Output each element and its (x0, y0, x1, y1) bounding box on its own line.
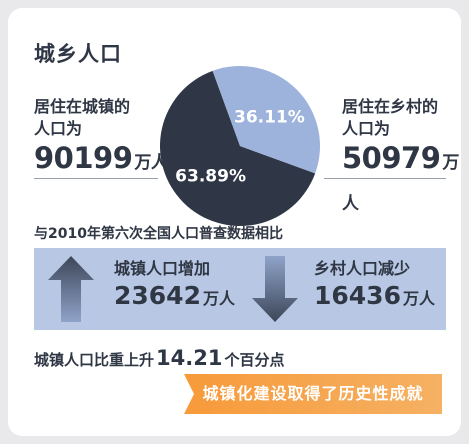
rural-population-value: 50979 (342, 141, 441, 175)
page-title: 城乡人口 (34, 42, 122, 66)
comparison-heading: 与2010年第六次全国人口普查数据相比 (34, 226, 283, 242)
urban-population-value-row: 90199 万人 (34, 140, 168, 181)
rural-label-line2: 人口为 (342, 119, 391, 138)
urban-label-line1: 居住在城镇的 (34, 97, 131, 116)
urban-underline (34, 178, 158, 179)
rural-label-line1: 居住在乡村的 (342, 97, 439, 116)
change-band: 城镇人口增加 23642 万人 乡村人口减少 16436 万人 (34, 248, 446, 330)
rural-population-value-row: 50979 万人 (342, 140, 461, 222)
banner-notch (184, 374, 194, 414)
pie-label-urban: 63.89% (175, 166, 246, 186)
ratio-rise-suffix: 个百分点 (224, 351, 285, 369)
urban-population-stat: 居住在城镇的 人口为 90199 万人 (34, 96, 168, 181)
rural-change-stat: 乡村人口减少 16436 万人 (314, 258, 435, 315)
urban-rural-pie-chart: 63.89% 36.11% (160, 66, 320, 227)
arrow-up-icon (48, 256, 94, 322)
urban-change-unit: 万人 (202, 289, 235, 308)
achievement-banner: 城镇化建设取得了历史性成就 (184, 374, 442, 414)
rural-change-unit: 万人 (402, 289, 435, 308)
rural-change-label: 乡村人口减少 (314, 259, 411, 278)
rural-underline (324, 178, 446, 179)
infographic-card: 城乡人口 居住在城镇的 人口为 90199 万人 居住在乡村的 人口为 50979… (8, 8, 461, 436)
urban-change-stat: 城镇人口增加 23642 万人 (114, 258, 235, 315)
banner-background (184, 374, 442, 414)
rural-change-value: 16436 (314, 281, 401, 310)
urban-population-value: 90199 (34, 141, 133, 175)
rural-population-stat: 居住在乡村的 人口为 50979 万人 (342, 96, 461, 222)
urban-population-unit: 万人 (134, 153, 168, 173)
urban-change-value-row: 23642 万人 (114, 280, 235, 315)
banner-text: 城镇化建设取得了历史性成就 (202, 384, 424, 403)
urban-ratio-rise: 城镇人口比重上升14.21 个百分点 (34, 346, 284, 370)
rural-population-unit: 万人 (342, 153, 459, 214)
ratio-rise-value: 14.21 (156, 346, 223, 370)
urban-change-label: 城镇人口增加 (114, 259, 211, 278)
urban-label-line2: 人口为 (34, 119, 83, 138)
ratio-rise-prefix: 城镇人口比重上升 (34, 351, 155, 369)
pie-slice-rural (212, 66, 320, 174)
pie-slice-urban (160, 70, 316, 227)
pie-label-rural: 36.11% (234, 108, 305, 128)
urban-change-value: 23642 (114, 281, 201, 310)
rural-change-value-row: 16436 万人 (314, 280, 435, 315)
arrow-down-icon (252, 256, 298, 322)
